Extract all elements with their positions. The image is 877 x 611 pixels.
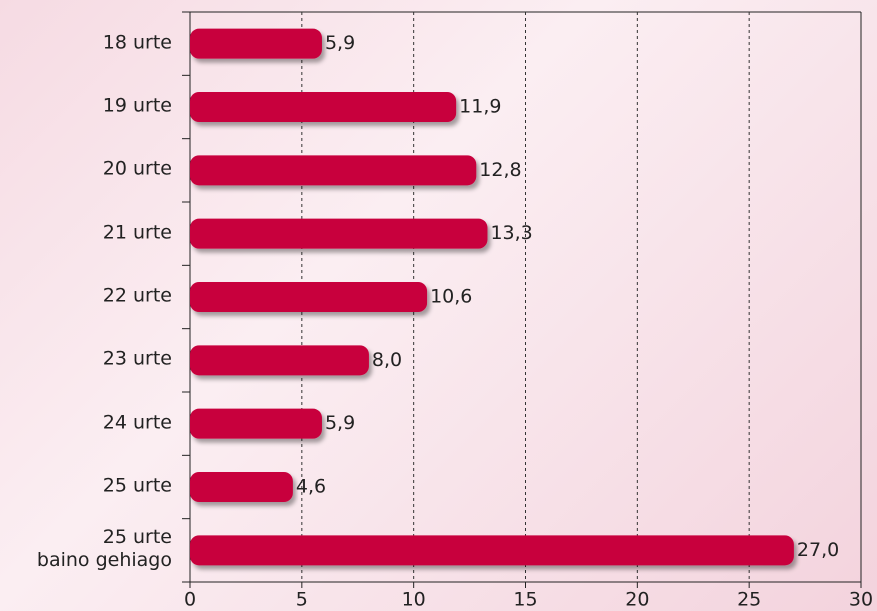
bar <box>190 282 428 312</box>
y-tick-label: 20 urte <box>102 157 172 180</box>
bar <box>190 28 322 59</box>
value-label: 8,0 <box>372 349 402 371</box>
value-label: 5,9 <box>325 412 355 434</box>
y-tick-label: 21 urte <box>102 221 172 244</box>
value-label: 5,9 <box>325 32 355 54</box>
y-tick-label: 19 urte <box>102 94 172 117</box>
x-tick-label: 10 <box>402 589 426 611</box>
bar <box>190 218 488 249</box>
x-tick-label: 25 <box>737 589 761 611</box>
y-tick-label: 18 urte <box>102 31 172 54</box>
value-label: 27,0 <box>797 539 839 561</box>
value-label: 12,8 <box>479 159 521 181</box>
value-label: 13,3 <box>490 222 532 244</box>
y-tick-label: 23 urte <box>102 347 172 370</box>
bar <box>190 472 293 502</box>
y-tick-label: 25 urte <box>102 474 172 497</box>
value-label: 4,6 <box>296 476 326 498</box>
bar <box>190 535 794 566</box>
bar <box>190 92 457 122</box>
value-label: 10,6 <box>430 286 472 308</box>
y-tick-label: 25 urte baino gehiago <box>36 526 172 572</box>
x-tick-label: 5 <box>296 589 308 611</box>
bar <box>190 155 477 186</box>
x-tick-label: 15 <box>513 589 537 611</box>
y-tick-label: 22 urte <box>102 284 172 307</box>
x-tick-label: 30 <box>849 589 873 611</box>
y-tick-label: 24 urte <box>102 411 172 434</box>
x-tick-label: 0 <box>184 589 196 611</box>
x-tick-label: 20 <box>625 589 649 611</box>
bar <box>190 408 322 439</box>
value-label: 11,9 <box>459 96 501 118</box>
bar <box>190 345 369 376</box>
